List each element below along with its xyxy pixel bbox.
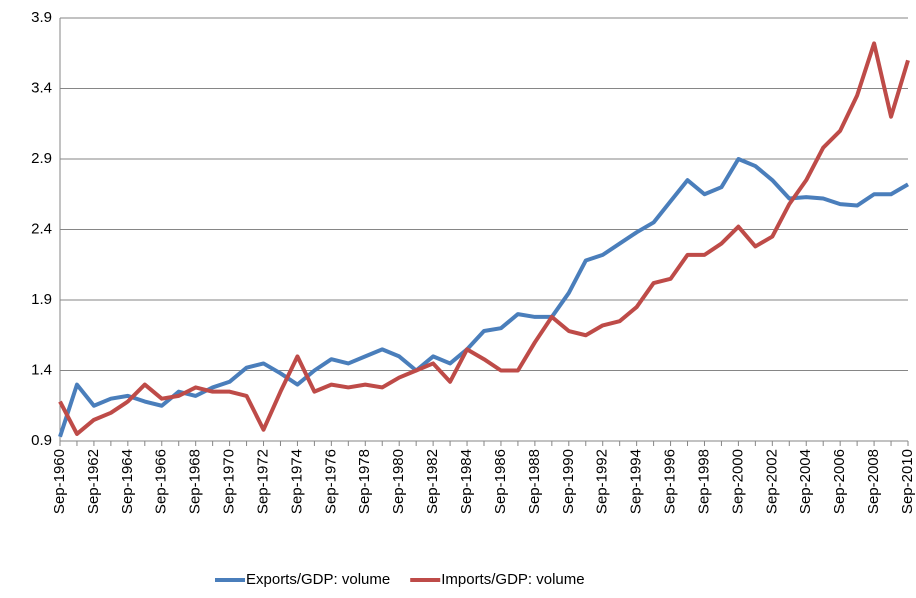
x-tick-label: Sep-1986 [492,449,509,514]
x-tick-label: Sep-1980 [390,449,407,514]
y-tick-label: 3.4 [31,79,52,96]
x-tick-label: Sep-1990 [560,449,577,514]
x-tick-label: Sep-1960 [51,449,68,514]
x-tick-label: Sep-1982 [424,449,441,514]
x-tick-label: Sep-1970 [221,449,238,514]
x-tick-label: Sep-1996 [662,449,679,514]
x-tick-label: Sep-1966 [153,449,170,514]
y-tick-label: 2.9 [31,150,52,167]
y-tick-label: 1.9 [31,291,52,308]
x-tick-label: Sep-1988 [526,449,543,514]
x-tick-label: Sep-1976 [322,449,339,514]
x-tick-label: Sep-2004 [797,449,814,514]
x-tick-label: Sep-1972 [254,449,271,514]
x-tick-label: Sep-2006 [831,449,848,514]
series-line [58,41,910,436]
y-tick-label: 0.9 [31,432,52,449]
x-tick-label: Sep-1964 [119,449,136,514]
x-tick-label: Sep-1962 [85,449,102,514]
x-tick-label: Sep-2010 [899,449,916,514]
x-tick-label: Sep-1984 [458,449,475,514]
x-tick-label: Sep-2002 [763,449,780,514]
y-tick-label: 3.9 [31,9,52,26]
x-tick-label: Sep-2008 [865,449,882,514]
x-tick-label: Sep-1992 [594,449,611,514]
legend-label: Imports/GDP: volume [441,571,584,588]
x-tick-label: Sep-1994 [628,449,645,514]
x-tick-label: Sep-2000 [729,449,746,514]
x-tick-label: Sep-1968 [187,449,204,514]
series-line [58,157,910,438]
x-tick-label: Sep-1998 [695,449,712,514]
legend-label: Exports/GDP: volume [246,571,390,588]
x-tick-label: Sep-1974 [288,449,305,514]
y-tick-label: 1.4 [31,361,52,378]
y-tick-label: 2.4 [31,220,52,237]
x-tick-label: Sep-1978 [356,449,373,514]
